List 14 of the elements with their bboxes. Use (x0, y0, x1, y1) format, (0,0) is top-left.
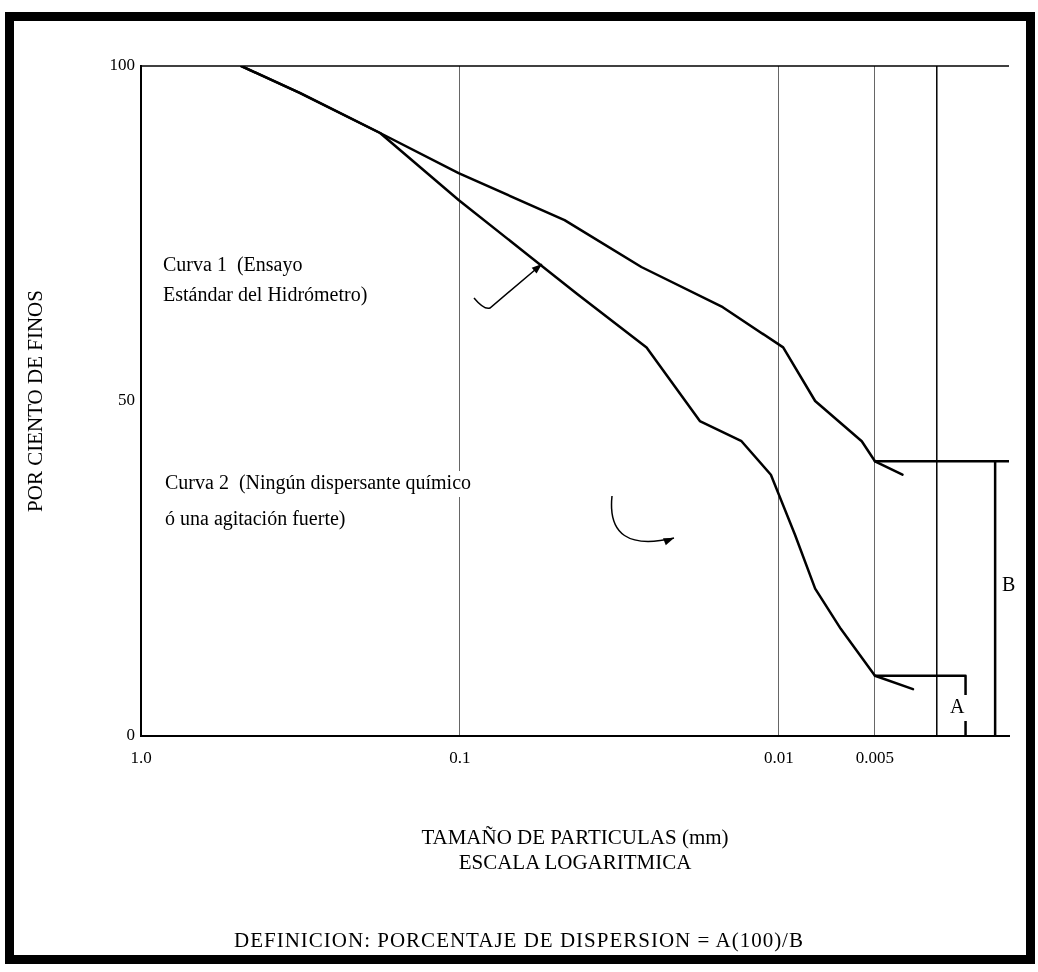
y-tick-label: 50 (118, 390, 135, 410)
x-axis-title: TAMAÑO DE PARTICULAS (mm) ESCALA LOGARITMICA (421, 824, 729, 874)
annotation: A (950, 695, 965, 718)
y-axis-title: POR CIENTO DE FINOS (23, 290, 48, 512)
x-tick-label: 0.1 (449, 747, 471, 767)
x-tick-label: 1.0 (130, 747, 152, 767)
annotation: Curva 2 (Ningún dispersante químico ó una agitación fuerte) (165, 471, 472, 531)
annotation: B (1002, 573, 1016, 596)
x-tick-label: 0.01 (764, 747, 794, 767)
text: DEFINICION: PORCENTAJE DE DISPERSION = A(100)/B (233, 928, 805, 953)
x-tick-label: 0.005 (855, 747, 895, 767)
y-tick-label: 100 (109, 55, 135, 75)
y-tick-label: 0 (126, 725, 135, 745)
annotation: Curva 1 (Ensayo Estándar del Hidrómetro) (163, 253, 368, 307)
